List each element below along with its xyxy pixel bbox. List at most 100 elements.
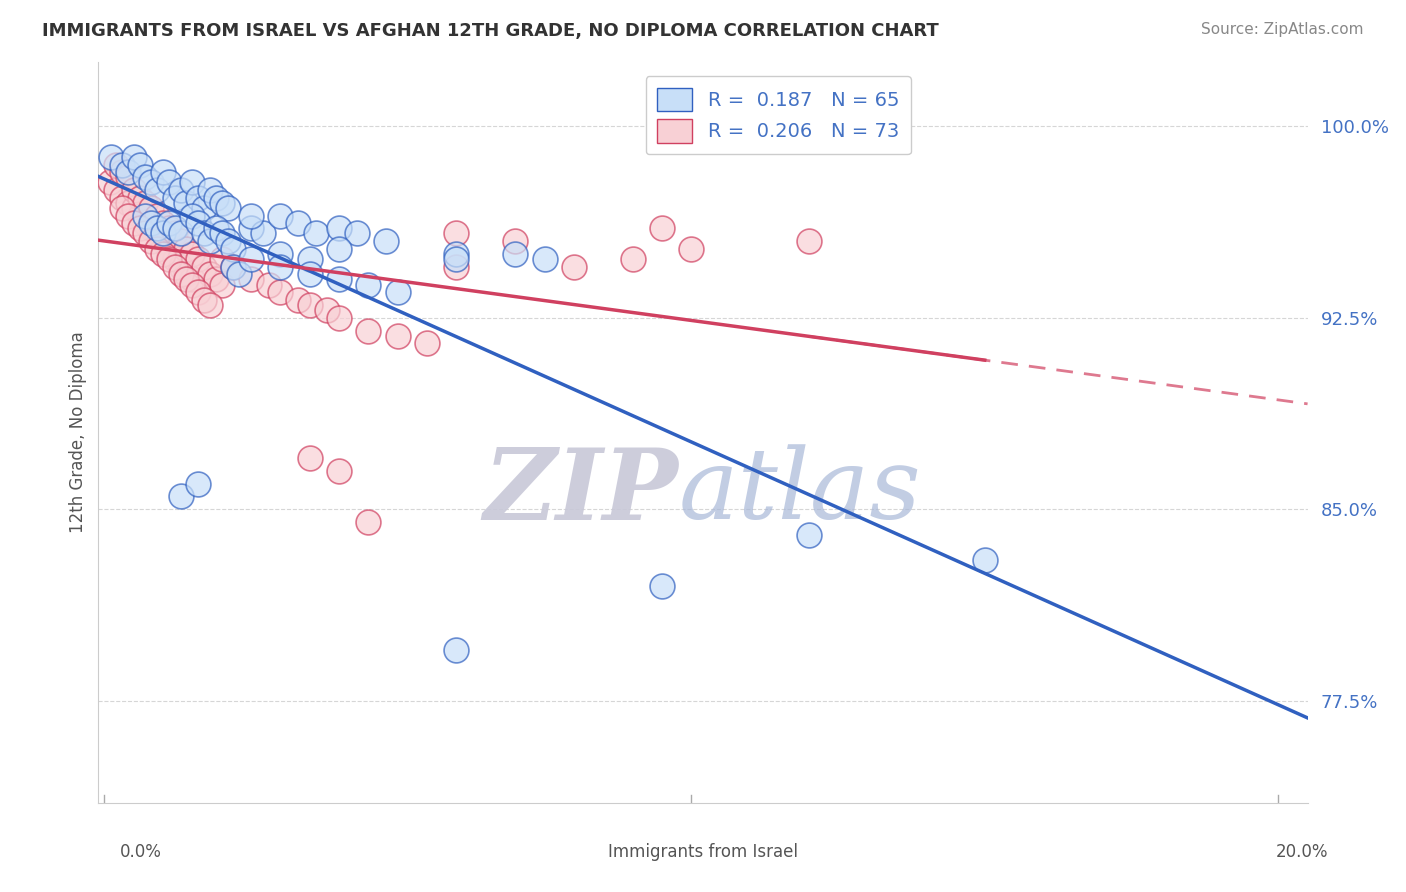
Point — [357, 324, 380, 338]
Point — [446, 260, 468, 274]
Point — [328, 272, 350, 286]
Point — [187, 216, 209, 230]
Point — [211, 252, 233, 266]
Point — [141, 201, 163, 215]
Point — [181, 277, 204, 292]
Point — [387, 285, 409, 300]
Text: Immigrants from Israel: Immigrants from Israel — [607, 843, 799, 861]
Point — [240, 209, 263, 223]
Point — [134, 195, 156, 210]
Point — [128, 191, 150, 205]
Point — [198, 183, 221, 197]
Point — [269, 247, 291, 261]
Point — [187, 476, 209, 491]
Point — [157, 176, 180, 190]
Point — [176, 272, 198, 286]
Point — [973, 553, 995, 567]
Point — [298, 451, 321, 466]
Point — [111, 191, 134, 205]
Point — [134, 170, 156, 185]
Legend: R =  0.187   N = 65, R =  0.206   N = 73: R = 0.187 N = 65, R = 0.206 N = 73 — [645, 76, 911, 154]
Point — [181, 272, 204, 286]
Point — [193, 293, 215, 307]
Point — [157, 252, 180, 266]
Point — [128, 209, 150, 223]
Point — [304, 227, 326, 241]
Point — [176, 268, 198, 282]
Point — [100, 150, 122, 164]
Point — [298, 298, 321, 312]
Point — [146, 183, 169, 197]
Point — [117, 170, 139, 185]
Point — [122, 150, 145, 164]
Point — [446, 642, 468, 657]
Point — [117, 165, 139, 179]
Point — [128, 221, 150, 235]
Point — [187, 252, 209, 266]
Point — [204, 272, 226, 286]
Point — [198, 298, 221, 312]
Point — [446, 252, 468, 266]
Point — [141, 234, 163, 248]
Y-axis label: 12th Grade, No Diploma: 12th Grade, No Diploma — [69, 332, 87, 533]
Point — [111, 165, 134, 179]
Point — [181, 176, 204, 190]
Point — [375, 234, 398, 248]
Point — [157, 247, 180, 261]
Point — [222, 260, 245, 274]
Point — [169, 227, 191, 241]
Point — [269, 285, 291, 300]
Point — [193, 201, 215, 215]
Point — [328, 242, 350, 256]
Point — [122, 201, 145, 215]
Point — [198, 234, 221, 248]
Point — [117, 209, 139, 223]
Point — [681, 242, 703, 256]
Point — [169, 183, 191, 197]
Point — [111, 201, 134, 215]
Point — [134, 209, 156, 223]
Point — [193, 260, 215, 274]
Point — [240, 272, 263, 286]
Point — [222, 260, 245, 274]
Point — [503, 234, 526, 248]
Point — [169, 268, 191, 282]
Point — [446, 247, 468, 261]
Point — [222, 242, 245, 256]
Point — [146, 227, 169, 241]
Point — [651, 221, 673, 235]
Point — [111, 157, 134, 171]
Point — [217, 234, 239, 248]
Point — [187, 191, 209, 205]
Text: 20.0%: 20.0% — [1277, 843, 1329, 861]
Point — [105, 183, 128, 197]
Point — [141, 176, 163, 190]
Point — [316, 303, 339, 318]
Text: ZIP: ZIP — [484, 443, 679, 540]
Point — [169, 234, 191, 248]
Point — [328, 221, 350, 235]
Point — [217, 201, 239, 215]
Point — [240, 221, 263, 235]
Point — [163, 191, 186, 205]
Point — [169, 490, 191, 504]
Point — [298, 268, 321, 282]
Point — [228, 268, 250, 282]
Point — [198, 268, 221, 282]
Point — [105, 157, 128, 171]
Point — [152, 165, 174, 179]
Point — [797, 527, 820, 541]
Point — [146, 242, 169, 256]
Point — [122, 216, 145, 230]
Point — [134, 216, 156, 230]
Point — [122, 183, 145, 197]
Point — [163, 252, 186, 266]
Point — [416, 336, 439, 351]
Point — [146, 209, 169, 223]
Point — [204, 191, 226, 205]
Point — [298, 252, 321, 266]
Point — [621, 252, 644, 266]
Point — [128, 157, 150, 171]
Point — [157, 216, 180, 230]
Point — [141, 216, 163, 230]
